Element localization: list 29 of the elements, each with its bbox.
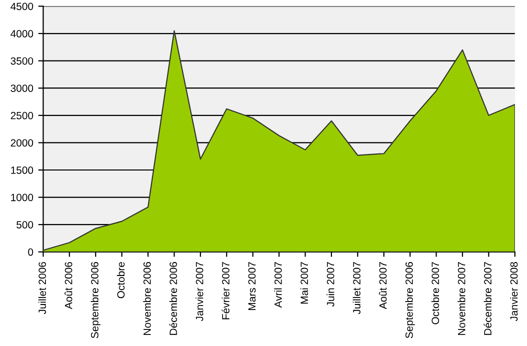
x-tick-label: Mars 2007 [248,262,256,310]
x-tick-label: Décembre 2006 [169,262,178,335]
x-tick-label: Août 2007 [378,262,387,310]
x-tick-label: Juin 2007 [326,262,334,307]
x-tick-label: Avril 2007 [274,262,282,308]
y-tick-label: 1500 [11,166,34,174]
y-tick-label: 4500 [10,2,34,10]
x-tick-label: Novembre 2006 [143,262,151,335]
x-tick-label: Septembre 2006 [90,262,100,338]
x-tick-label: Octobre [116,262,125,298]
x-tick-label: Novembre 2007 [458,262,466,335]
y-tick-label: 3000 [10,84,34,92]
y-tick-label: 1000 [11,194,34,202]
y-tick-label: 2500 [10,112,34,120]
x-tick-label: Septembre 2006 [405,262,415,338]
y-tick-label: 0 [28,248,34,256]
x-tick-label: Août 2006 [64,262,72,310]
x-tick-label: Février 2007 [222,262,230,320]
y-tick-label: 4000 [10,30,34,38]
x-tick-label: Juillet 2006 [38,262,46,314]
x-tick-label: Décembre 2007 [484,262,492,335]
y-tick-label: 3500 [10,57,34,65]
x-tick-label: Octobre 2007 [431,262,440,324]
y-tick-label: 2000 [10,139,34,147]
x-tick-label: Juillet 2007 [352,262,360,314]
y-tick-label: 500 [16,221,34,228]
x-tick-label: Janvier 2008 [510,262,518,322]
x-tick-label: Mai 2007 [300,262,308,304]
x-tick-label: Janvier 2007 [196,262,204,322]
